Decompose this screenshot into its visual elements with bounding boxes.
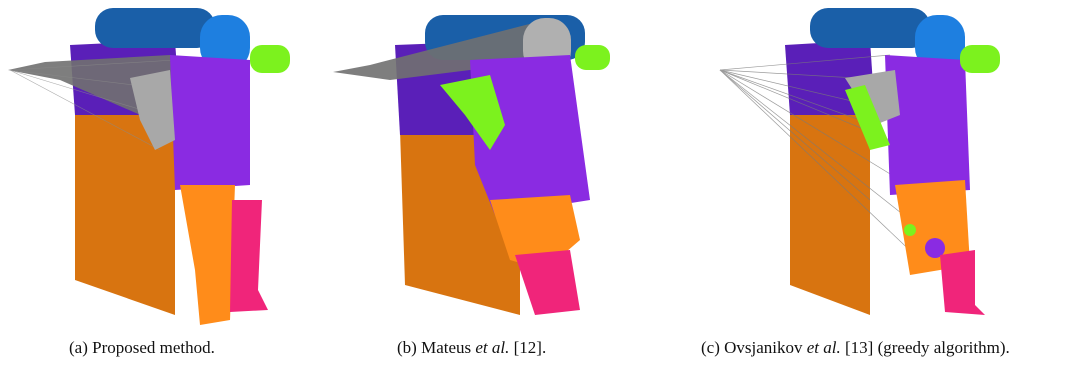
caption-a-text: (a) Proposed method. xyxy=(69,338,215,357)
head xyxy=(915,15,965,70)
right-arm-green xyxy=(960,45,1000,73)
leg-patch-green xyxy=(904,224,916,236)
figure-panel-b xyxy=(330,0,660,330)
right-leg-pink xyxy=(515,250,580,315)
shape-matching-illustration-b xyxy=(333,15,610,315)
right-leg-pink xyxy=(940,250,985,315)
caption-c-italic: et al. xyxy=(806,338,841,357)
left-arm-green xyxy=(440,75,505,150)
shape-matching-illustration-c xyxy=(719,8,1000,315)
right-arm-green xyxy=(575,45,610,70)
left-leg-orange xyxy=(895,180,970,275)
figure-panel-a xyxy=(0,0,330,330)
caption-b-italic: et al. xyxy=(475,338,510,357)
torso xyxy=(885,55,970,195)
head xyxy=(200,15,250,70)
correspondence-lines xyxy=(8,55,175,130)
caption-b-suffix: [12]. xyxy=(509,338,547,357)
figure-panel-c xyxy=(660,0,1082,330)
caption-a: (a) Proposed method. xyxy=(69,338,215,358)
left-arm-gray xyxy=(845,70,900,125)
back-shape-legs xyxy=(75,110,175,315)
right-leg-pink xyxy=(230,200,268,312)
back-shape-head xyxy=(95,8,215,48)
shape-matching-illustration-a xyxy=(8,8,290,325)
caption-c-text: (c) Ovsjanikov xyxy=(701,338,807,357)
leg-patch-purple xyxy=(925,238,945,258)
caption-b-text: (b) Mateus xyxy=(397,338,476,357)
caption-c-suffix: [13] (greedy algorithm). xyxy=(840,338,1010,357)
back-shape-head xyxy=(810,8,930,48)
right-arm-green xyxy=(250,45,290,73)
caption-b: (b) Mateus et al. [12]. xyxy=(397,338,546,358)
left-leg-orange xyxy=(180,185,235,325)
torso xyxy=(470,55,590,215)
left-arm-gray xyxy=(130,70,175,150)
left-arm-green xyxy=(845,85,890,150)
back-shape-legs xyxy=(790,110,870,315)
caption-c: (c) Ovsjanikov et al. [13] (greedy algor… xyxy=(701,338,1010,358)
torso xyxy=(170,55,250,190)
